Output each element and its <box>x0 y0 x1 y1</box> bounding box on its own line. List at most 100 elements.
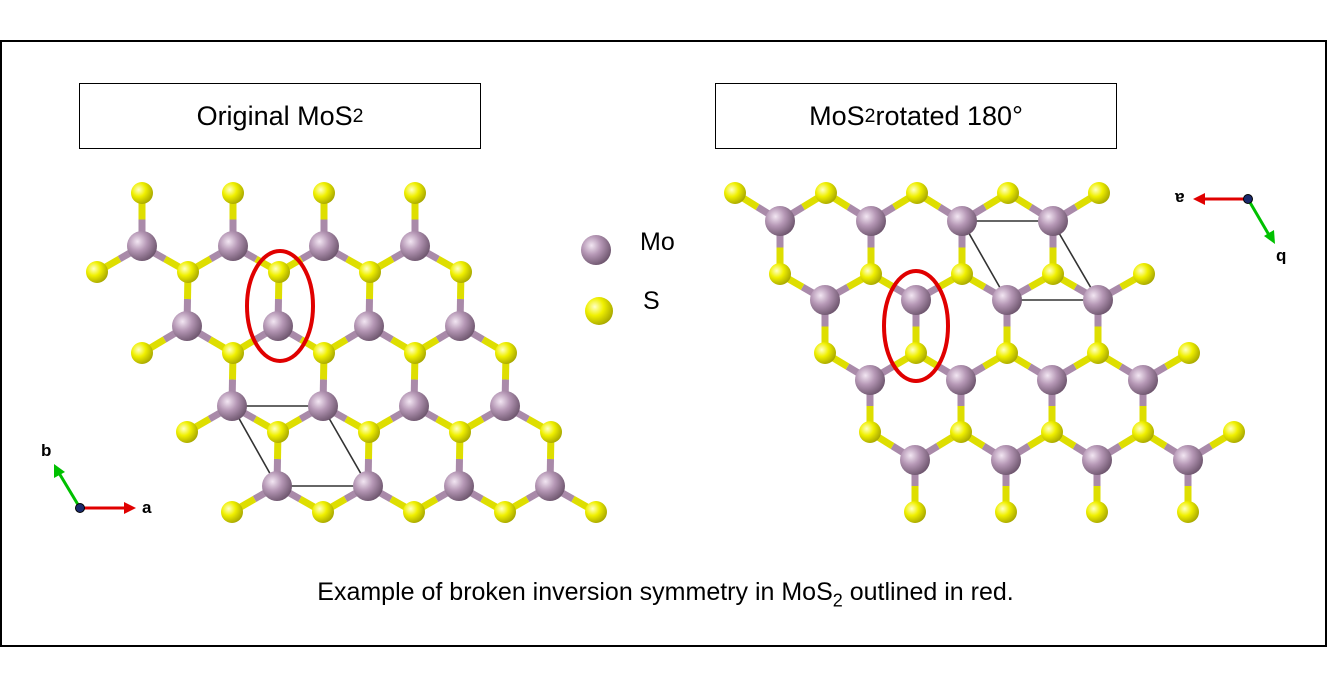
axes-right <box>1193 193 1275 244</box>
highlight-left <box>245 249 315 363</box>
title-original: Original MoS 2 <box>79 83 481 149</box>
axis-a-label-right: a <box>1175 189 1185 208</box>
axis-b-label-left: b <box>41 441 52 460</box>
caption-subscript: 2 <box>832 590 843 611</box>
s-atom <box>769 263 791 285</box>
s-atom <box>404 342 426 364</box>
s-atom <box>222 342 244 364</box>
legend-s-label: S <box>643 287 660 315</box>
left-lattice-bonds <box>95 193 598 516</box>
mo-atom <box>947 206 977 236</box>
mo-atom <box>855 365 885 395</box>
mo-atom <box>1083 285 1113 315</box>
mo-atom <box>490 391 520 421</box>
mo-atom <box>217 391 247 421</box>
s-atom <box>904 501 926 523</box>
s-atom <box>1133 263 1155 285</box>
mo-atom <box>172 311 202 341</box>
mo-atom <box>765 206 795 236</box>
mo-atom <box>262 471 292 501</box>
s-atom <box>724 182 746 204</box>
right-lattice-atoms <box>724 182 1245 523</box>
caption-tail: outlined in red. <box>842 578 1014 606</box>
s-atom <box>814 342 836 364</box>
figure-frame <box>0 40 1327 647</box>
mo-atom <box>127 231 157 261</box>
s-atom <box>995 501 1017 523</box>
s-atom <box>1132 421 1154 443</box>
s-atom <box>177 261 199 283</box>
s-atom <box>131 342 153 364</box>
s-atom <box>1177 501 1199 523</box>
s-atom <box>86 261 108 283</box>
mo-atom <box>400 231 430 261</box>
s-atom <box>176 421 198 443</box>
s-atom <box>1178 342 1200 364</box>
mo-atom <box>1082 445 1112 475</box>
s-atom <box>494 501 516 523</box>
s-atom <box>905 342 927 364</box>
legend-mo-label: Mo <box>640 228 675 256</box>
s-atom <box>540 421 562 443</box>
mo-atom <box>900 445 930 475</box>
mo-atom <box>901 285 931 315</box>
s-atom <box>312 501 334 523</box>
s-atom <box>1042 263 1064 285</box>
mo-atom <box>992 285 1022 315</box>
mo-atom <box>309 231 339 261</box>
axes-left <box>54 464 136 514</box>
s-atom <box>358 421 380 443</box>
legend-s-atom <box>585 297 613 325</box>
s-atom <box>997 182 1019 204</box>
legend-mo-atom <box>581 235 611 265</box>
s-atom <box>996 342 1018 364</box>
s-atom <box>585 501 607 523</box>
s-atom <box>221 501 243 523</box>
mo-atom <box>353 471 383 501</box>
s-atom <box>1041 421 1063 443</box>
mo-atom <box>1037 365 1067 395</box>
mo-atom <box>1173 445 1203 475</box>
caption-text: Example of broken inversion symmetry in … <box>317 578 833 606</box>
s-atom <box>222 182 244 204</box>
mo-atom <box>444 471 474 501</box>
s-atom <box>815 182 837 204</box>
s-atom <box>1223 421 1245 443</box>
axis-b-label-right: b <box>1276 248 1287 267</box>
title-rotated-text: MoS <box>809 100 865 131</box>
s-atom <box>860 263 882 285</box>
s-atom <box>951 263 973 285</box>
s-atom <box>1087 342 1109 364</box>
highlight-right <box>882 269 950 383</box>
title-original-text: Original MoS <box>196 100 353 131</box>
s-atom <box>404 182 426 204</box>
title-rotated: MoS 2 rotated 180° <box>715 83 1117 149</box>
s-atom <box>313 342 335 364</box>
s-atom <box>495 342 517 364</box>
s-atom <box>449 421 471 443</box>
mo-atom <box>445 311 475 341</box>
mo-atom <box>535 471 565 501</box>
s-atom <box>268 261 290 283</box>
s-atom <box>950 421 972 443</box>
caption: Example of broken inversion symmetry in … <box>0 578 1331 611</box>
left-lattice-atoms <box>86 182 607 523</box>
mo-atom <box>218 231 248 261</box>
right-lattice-bonds <box>733 190 1236 512</box>
s-atom <box>906 182 928 204</box>
s-atom <box>267 421 289 443</box>
s-atom <box>403 501 425 523</box>
mo-atom <box>399 391 429 421</box>
s-atom <box>1086 501 1108 523</box>
s-atom <box>313 182 335 204</box>
mo-atom <box>308 391 338 421</box>
mo-atom <box>1038 206 1068 236</box>
mo-atom <box>946 365 976 395</box>
mo-atom <box>856 206 886 236</box>
s-atom <box>359 261 381 283</box>
axis-a-label-left: a <box>142 498 152 517</box>
s-atom <box>131 182 153 204</box>
s-atom <box>1088 182 1110 204</box>
mo-atom <box>354 311 384 341</box>
